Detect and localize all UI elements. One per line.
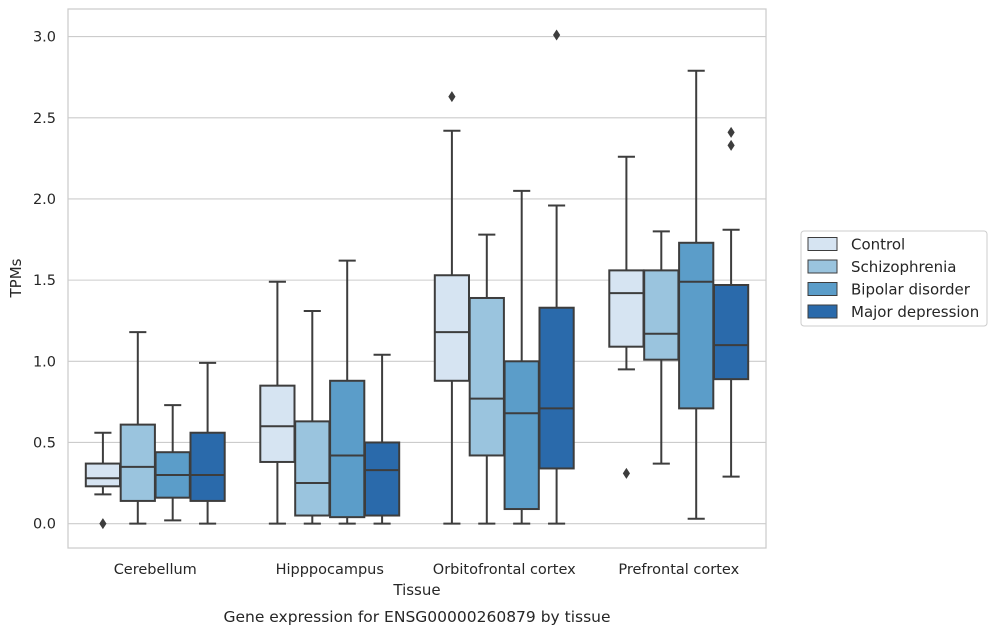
box — [468, 296, 505, 457]
box-group — [154, 404, 191, 522]
y-tick-label: 2.0 — [33, 192, 56, 208]
box — [678, 241, 715, 410]
legend-label: Bipolar disorder — [851, 281, 971, 299]
box — [329, 379, 366, 519]
box-group — [259, 280, 296, 525]
box-group — [678, 69, 715, 520]
box — [259, 384, 296, 463]
box — [119, 423, 156, 502]
box-group — [468, 233, 505, 525]
y-tick-label: 1.5 — [33, 273, 56, 289]
box-group — [503, 189, 540, 525]
box-group — [538, 29, 575, 525]
box-group — [433, 91, 471, 525]
y-tick-label: 0.5 — [33, 435, 56, 451]
box-layer — [84, 29, 750, 530]
legend-swatch — [807, 259, 838, 274]
figure-caption: Gene expression for ENSG00000260879 by t… — [223, 608, 610, 626]
box-group — [363, 353, 401, 525]
outlier-point — [448, 91, 456, 103]
legend-label: Schizophrenia — [851, 258, 956, 276]
legend-swatch — [807, 237, 838, 251]
box — [608, 269, 645, 348]
box — [643, 269, 680, 361]
legend-swatch — [807, 282, 838, 296]
x-tick-label: Cerebellum — [114, 562, 197, 578]
box-group — [119, 331, 156, 525]
box — [294, 420, 331, 517]
y-tick-label: 2.5 — [33, 111, 56, 127]
box — [363, 441, 401, 517]
grid-layer — [68, 36, 766, 525]
plot-frame — [67, 8, 767, 549]
y-tick-label: 3.0 — [33, 30, 56, 46]
y-axis-label: TPMs — [7, 258, 25, 298]
x-tick-label: Prefrontal cortex — [618, 562, 739, 578]
x-axis-label: Tissue — [392, 581, 440, 599]
x-tick-label: Orbitofrontal cortex — [433, 562, 576, 578]
y-tick-label: 0.0 — [33, 517, 56, 533]
x-tick-label: Hipppocampus — [276, 562, 384, 578]
box-group — [329, 259, 366, 525]
y-tick-label: 1.0 — [33, 354, 56, 370]
box-group — [608, 155, 645, 479]
legend-label: Major depression — [851, 303, 979, 321]
outlier-point — [99, 518, 107, 530]
box-group — [643, 230, 680, 465]
box-group — [189, 361, 226, 525]
legend-frame — [800, 230, 988, 327]
outlier-point — [727, 126, 735, 138]
outlier-point — [622, 467, 630, 479]
legend-swatch — [807, 304, 838, 319]
box — [712, 283, 750, 381]
box-group — [294, 309, 331, 525]
legend-label: Control — [851, 236, 905, 254]
outlier-point — [553, 29, 561, 41]
box-group — [712, 126, 750, 478]
box-group — [84, 431, 122, 530]
box — [538, 306, 575, 470]
box — [503, 360, 540, 511]
box — [189, 431, 226, 502]
legend: Control Schizophrenia Bipolar disorder Majo… — [800, 230, 988, 327]
x-tick-labels: Cerebellum Hipppocampus Orbitofrontal cort… — [114, 562, 740, 578]
outlier-point — [727, 139, 735, 151]
y-tick-labels: 0.0 0.5 1.0 1.5 2.0 2.5 3.0 — [33, 30, 56, 533]
box — [84, 462, 122, 488]
box — [433, 274, 471, 382]
